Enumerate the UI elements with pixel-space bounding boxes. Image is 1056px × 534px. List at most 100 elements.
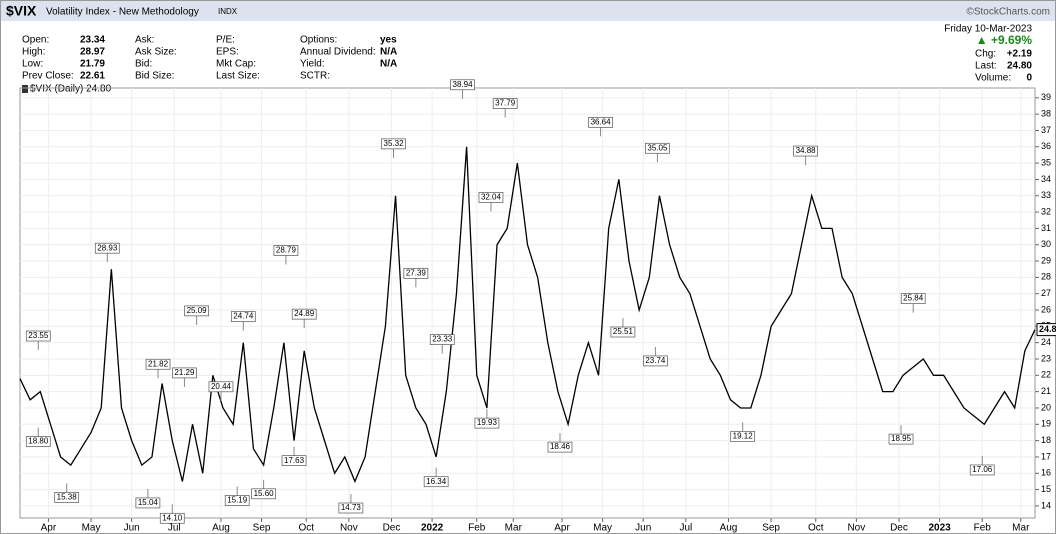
annotation-label: 25.51 [613, 327, 634, 336]
y-tick-label: 23 [1041, 353, 1051, 363]
annotation-box [54, 492, 80, 503]
plot-area [19, 87, 1036, 519]
field-value: N/A [380, 59, 397, 70]
y-tick-label: 19 [1041, 419, 1051, 429]
field-value: 23.34 [80, 35, 105, 46]
field-label: Last Size: [216, 71, 260, 82]
annotation-box [94, 242, 120, 254]
field-label: EPS: [216, 47, 239, 58]
x-tick-label: Jul [679, 523, 692, 534]
y-tick-label: 34 [1041, 174, 1051, 184]
y-tick-label: 30 [1041, 239, 1051, 249]
field-value: 21.79 [80, 59, 105, 70]
annotation-box [610, 326, 636, 338]
annotation-box [478, 192, 504, 203]
y-tick-label: 32 [1041, 206, 1051, 216]
field-label: SCTR: [300, 71, 330, 82]
x-tick-label: Jun [124, 523, 140, 534]
field-label: Last: [975, 61, 997, 72]
annotation-box [145, 358, 171, 370]
annotation-label: 27.39 [406, 268, 427, 277]
annotation-label: 17.06 [972, 465, 993, 474]
annotation-box [251, 488, 276, 500]
x-tick-label: Dec [383, 523, 401, 534]
symbol: $VIX [6, 3, 37, 19]
field-label: Low: [22, 59, 43, 70]
annotation-box [645, 142, 670, 154]
annotation-box [643, 355, 668, 367]
annotation-label: 19.12 [733, 431, 754, 440]
annotation-label: 24.89 [294, 309, 315, 318]
price-line [19, 146, 1036, 484]
annotation-box [338, 502, 364, 514]
x-tick-label: 2022 [421, 523, 444, 534]
field-label: Chg: [975, 49, 996, 60]
x-tick-label: Sep [253, 523, 271, 534]
annotation-label: 25.09 [187, 306, 208, 315]
field-label: Volume: [975, 73, 1011, 84]
field-label: Bid: [135, 59, 152, 70]
annotation-box [230, 311, 256, 322]
x-tick-label: Aug [720, 523, 738, 534]
annotation-label: 15.38 [57, 493, 78, 502]
x-tick-label: Feb [974, 523, 992, 534]
annotation-label: 35.32 [384, 139, 405, 148]
x-tick-label: Nov [340, 523, 358, 534]
field-value: 24.80 [1007, 61, 1032, 72]
field-label: Mkt Cap: [216, 59, 256, 70]
annotation-label: 18.46 [550, 442, 571, 451]
field-label: Ask: [135, 35, 154, 46]
annotation-box [492, 98, 518, 109]
annotation-label: 21.82 [148, 359, 169, 368]
annotation-box [403, 267, 429, 279]
field-value: N/A [380, 47, 397, 58]
annotation-label: 14.10 [162, 513, 183, 522]
annotation-label: 18.80 [28, 437, 49, 446]
y-tick-label: 31 [1041, 223, 1051, 233]
y-tick-label: 36 [1041, 141, 1051, 151]
x-tick-label: Apr [41, 523, 57, 534]
field-value: +2.19 [1007, 49, 1033, 60]
legend-swatch [22, 85, 28, 93]
date: Friday 10-Mar-2023 [944, 24, 1032, 35]
annotation-label: 23.33 [432, 335, 453, 344]
annotation-label: 37.79 [495, 99, 516, 108]
copyright: ©StockCharts.com [966, 7, 1050, 18]
annotation-box [25, 436, 51, 447]
y-tick-label: 29 [1041, 255, 1051, 265]
x-tick-label: Oct [808, 523, 824, 534]
annotation-label: 15.19 [227, 496, 248, 505]
x-tick-label: Nov [847, 523, 865, 534]
annotation-label: 28.79 [276, 246, 297, 255]
annotation-label: 23.74 [645, 356, 666, 365]
field-label: Annual Dividend: [300, 47, 376, 58]
y-tick-label: 24 [1041, 337, 1051, 347]
y-tick-label: 15 [1041, 484, 1051, 494]
y-tick-label: 16 [1041, 468, 1051, 478]
annotation-label: 35.05 [647, 143, 668, 152]
x-tick-label: Mar [1012, 523, 1030, 534]
x-tick-label: Dec [890, 523, 908, 534]
price-tag-label: 24.80 [1039, 324, 1056, 334]
annotation-box [291, 308, 317, 320]
change-pct: ▲ +9.69% [976, 33, 1033, 47]
annotation-label: 25.84 [903, 294, 924, 303]
annotation-box [730, 430, 756, 442]
field-value: 22.61 [80, 71, 105, 82]
x-tick-label: Aug [212, 523, 230, 534]
annotation-label: 23.55 [28, 331, 49, 340]
annotation-label: 15.04 [138, 498, 159, 507]
annotation-box [159, 512, 185, 524]
annotation-label: 19.93 [477, 418, 498, 427]
y-tick-label: 39 [1041, 92, 1051, 102]
annotation-label: 18.95 [891, 434, 912, 443]
annotation-box [25, 330, 51, 342]
x-tick-label: May [593, 523, 612, 534]
field-label: Prev Close: [22, 71, 74, 82]
price-tag [1036, 323, 1056, 337]
x-tick-label: Sep [762, 523, 780, 534]
annotation-box [224, 495, 250, 506]
field-label: High: [22, 47, 45, 58]
